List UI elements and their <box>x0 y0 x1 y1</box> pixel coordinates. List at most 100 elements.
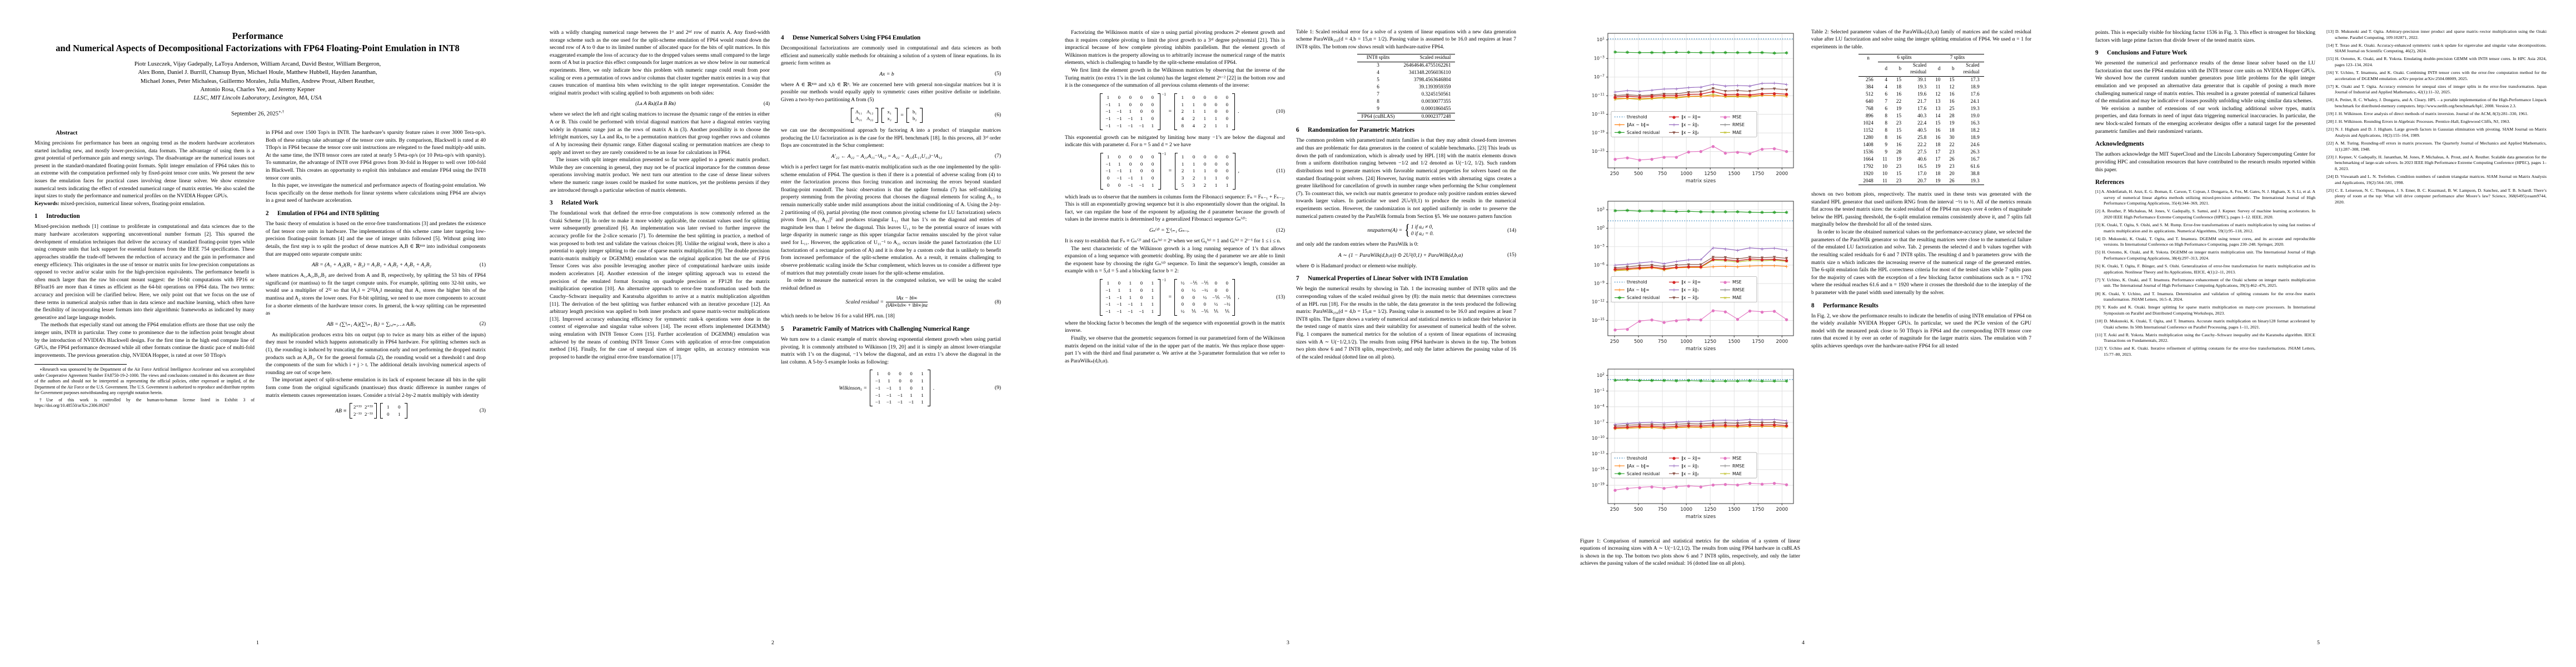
svg-text:2000: 2000 <box>1776 171 1788 177</box>
svg-text:×: × <box>1736 260 1740 265</box>
svg-text:+: + <box>1687 86 1691 91</box>
svg-text:●: ● <box>1675 485 1678 489</box>
svg-text:+: + <box>1748 246 1752 251</box>
svg-text:+: + <box>1625 94 1630 99</box>
svg-text:●: ● <box>1773 147 1776 151</box>
section-title: Dense Numerical Solvers Using FP64 Emula… <box>793 34 921 41</box>
svg-text:2000: 2000 <box>1776 507 1788 512</box>
svg-text:●: ● <box>1785 92 1788 97</box>
matrix-cell: 1 <box>1140 301 1143 307</box>
svg-text:●: ● <box>1672 115 1676 120</box>
matrix-cell: 0 <box>1214 161 1218 167</box>
svg-text:✱: ✱ <box>1618 130 1622 135</box>
svg-text:+: + <box>1772 422 1777 428</box>
svg-text:250: 250 <box>1610 507 1619 512</box>
table-cell: 15 <box>1896 127 1902 133</box>
section-title: Numerical Properties of Linear Solver wi… <box>1308 275 1468 282</box>
matrix-cell: 2 <box>1203 182 1207 188</box>
matrix-cell: −1 <box>886 399 892 405</box>
matrix-cell: 1 <box>876 371 879 377</box>
svg-text:●: ● <box>1626 327 1629 331</box>
svg-text:250: 250 <box>1610 339 1619 345</box>
page-2: with a wildly changing numerical range b… <box>515 0 1030 667</box>
table-row: 1024 8 23 22.4 15 19 16.3 <box>1858 120 1984 127</box>
equation-text: Wilkinson₅ = <box>839 385 868 391</box>
svg-text:✱: ✱ <box>1675 379 1678 384</box>
matrix-wrap: b₁ b₂ <box>906 107 923 123</box>
svg-text:1750: 1750 <box>1752 507 1764 512</box>
table-cell: 23 <box>1896 120 1902 126</box>
matrix-cell: 1 <box>387 404 390 410</box>
matrix-cell: −1 <box>1117 108 1122 115</box>
svg-text:●: ● <box>1687 265 1690 269</box>
svg-text:●: ● <box>1736 259 1739 263</box>
svg-text:●: ● <box>1723 115 1727 120</box>
section-title: Conclusions and Future Work <box>2107 49 2188 57</box>
matrix-row: 0 −1 −1 1 0 <box>1104 175 1157 182</box>
svg-text:▼: ▼ <box>1712 421 1715 426</box>
svg-text:×: × <box>1723 424 1727 429</box>
matrix-row: 5 3 2 1 1 <box>1179 182 1232 189</box>
reference-item: [12] Y. Uchino and K. Ozaki. Iterative r… <box>2095 346 2315 357</box>
matrix-cell: 0 <box>1192 94 1195 100</box>
svg-text:500: 500 <box>1634 507 1643 512</box>
matrix-row: −1 1 0 0 0 <box>1104 101 1157 108</box>
svg-text:+: + <box>1637 424 1642 430</box>
matrix-cell: 0 <box>1214 153 1218 160</box>
svg-text:+: + <box>1650 420 1654 426</box>
matrix-row: A₁₁ A₁₂ <box>855 108 874 116</box>
matrix-cell: 1 <box>1129 294 1132 300</box>
matrix-cell: −1 <box>897 399 903 405</box>
svg-text:‖x − x̂‖₁: ‖x − x̂‖₁ <box>1681 464 1699 469</box>
matrix-cell: 0 <box>1140 101 1143 107</box>
section-heading: 8 Performance Results <box>1811 302 2031 310</box>
svg-text:×: × <box>1662 96 1666 101</box>
matrix-row: 1 0 0 0 0 <box>1178 94 1231 101</box>
paragraph: Finally, we observe that the geometric s… <box>1065 335 1285 364</box>
svg-text:+: + <box>1723 94 1728 99</box>
svg-text:+: + <box>1748 422 1752 428</box>
svg-text:+: + <box>1723 257 1728 263</box>
matrix-exponent: −1 <box>1162 92 1166 97</box>
svg-text:▼: ▼ <box>1785 421 1788 426</box>
svg-text:10−13: 10−13 <box>1592 451 1605 456</box>
matrix-cell: −1 <box>1128 122 1133 128</box>
authors-line: Michael Jones, Peter Michaleas, Guillerm… <box>140 77 375 84</box>
svg-text:●: ● <box>1736 92 1739 97</box>
svg-text:1250: 1250 <box>1704 339 1716 345</box>
matrix-row: x₂ <box>885 115 894 122</box>
table-cell: 1920 <box>1863 170 1874 176</box>
matrix-cell: 0 <box>1203 301 1207 307</box>
svg-text:10−12: 10−12 <box>1592 299 1605 305</box>
svg-text:✱: ✱ <box>1711 210 1715 215</box>
svg-text:●: ● <box>1748 257 1751 261</box>
svg-text:×: × <box>1650 265 1654 270</box>
matrix-wrap: 1 0 1 0 1 −1 1 1 0 1 −1 −1 1 0 1 −1 −1 −1 1 1 −1 −1 −1 −1 1 −1 <box>1099 278 1166 316</box>
svg-text:●: ● <box>1785 317 1788 322</box>
paragraph: The next characteristic of the Wilkinson… <box>1065 245 1285 275</box>
table-row: 1536 9 28 27.5 17 23 26.3 <box>1858 148 1984 156</box>
svg-text:▼: ▼ <box>1651 422 1654 427</box>
equation-body: Wilkinson₅ = 1 0 0 0 1 −1 1 0 0 1 −1 −1 1 0 1 −1 −1 −1 1 1 −1… <box>781 370 993 406</box>
equation: A₁₁ A₁₂ A₂₁ A₂₂ x₁ x₂ = b₁ b₂ (6) <box>781 107 1001 123</box>
svg-text:+: + <box>1723 123 1727 128</box>
equation: AB = (∑ᵏᵢ₌₁ Aᵢ)(∑ᵏᵢ₌₁ Bᵢ) = ∑ᵢ,ⱼ₌₁…ₖ AᵢB… <box>266 321 486 327</box>
table-row: 9 0.0001860455 <box>1357 106 1456 113</box>
table-cell: 22 <box>1896 98 1902 104</box>
svg-text:▼: ▼ <box>1613 266 1617 270</box>
section-number: 6 <box>1296 127 1299 134</box>
svg-text:103: 103 <box>1597 207 1605 212</box>
matrix-cell: 0 <box>1214 108 1218 115</box>
svg-text:●: ● <box>1773 422 1776 427</box>
table-cell: 13 <box>1935 106 1941 112</box>
matrix-cell: 0 <box>1151 94 1154 100</box>
svg-text:+: + <box>1772 263 1777 269</box>
equation-number: (10) <box>1276 108 1285 115</box>
svg-text:+: + <box>1613 267 1617 273</box>
svg-text:RMSE: RMSE <box>1732 287 1745 292</box>
paragraph: We turn now to a classic example of matr… <box>781 336 1001 365</box>
reference-item: [22] A. M. Turing. Rounding-off errors i… <box>2326 141 2547 152</box>
matrix: 1 0 0 0 0 −1 1 0 0 0 −1 −1 1 0 0 −1 −1 −1 1 0 −1 −1 −1 −1 1 <box>1100 93 1161 130</box>
